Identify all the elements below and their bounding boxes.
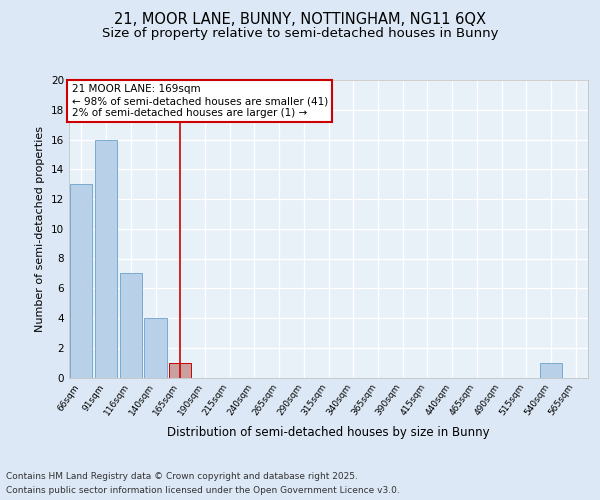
Bar <box>95 140 117 378</box>
Bar <box>119 274 142 378</box>
X-axis label: Distribution of semi-detached houses by size in Bunny: Distribution of semi-detached houses by … <box>167 426 490 438</box>
Text: Size of property relative to semi-detached houses in Bunny: Size of property relative to semi-detach… <box>102 28 498 40</box>
Bar <box>169 362 191 378</box>
Text: 21, MOOR LANE, BUNNY, NOTTINGHAM, NG11 6QX: 21, MOOR LANE, BUNNY, NOTTINGHAM, NG11 6… <box>114 12 486 28</box>
Text: Contains HM Land Registry data © Crown copyright and database right 2025.: Contains HM Land Registry data © Crown c… <box>6 472 358 481</box>
Bar <box>70 184 92 378</box>
Bar <box>540 362 562 378</box>
Y-axis label: Number of semi-detached properties: Number of semi-detached properties <box>35 126 46 332</box>
Text: 21 MOOR LANE: 169sqm
← 98% of semi-detached houses are smaller (41)
2% of semi-d: 21 MOOR LANE: 169sqm ← 98% of semi-detac… <box>71 84 328 117</box>
Text: Contains public sector information licensed under the Open Government Licence v3: Contains public sector information licen… <box>6 486 400 495</box>
Bar <box>145 318 167 378</box>
